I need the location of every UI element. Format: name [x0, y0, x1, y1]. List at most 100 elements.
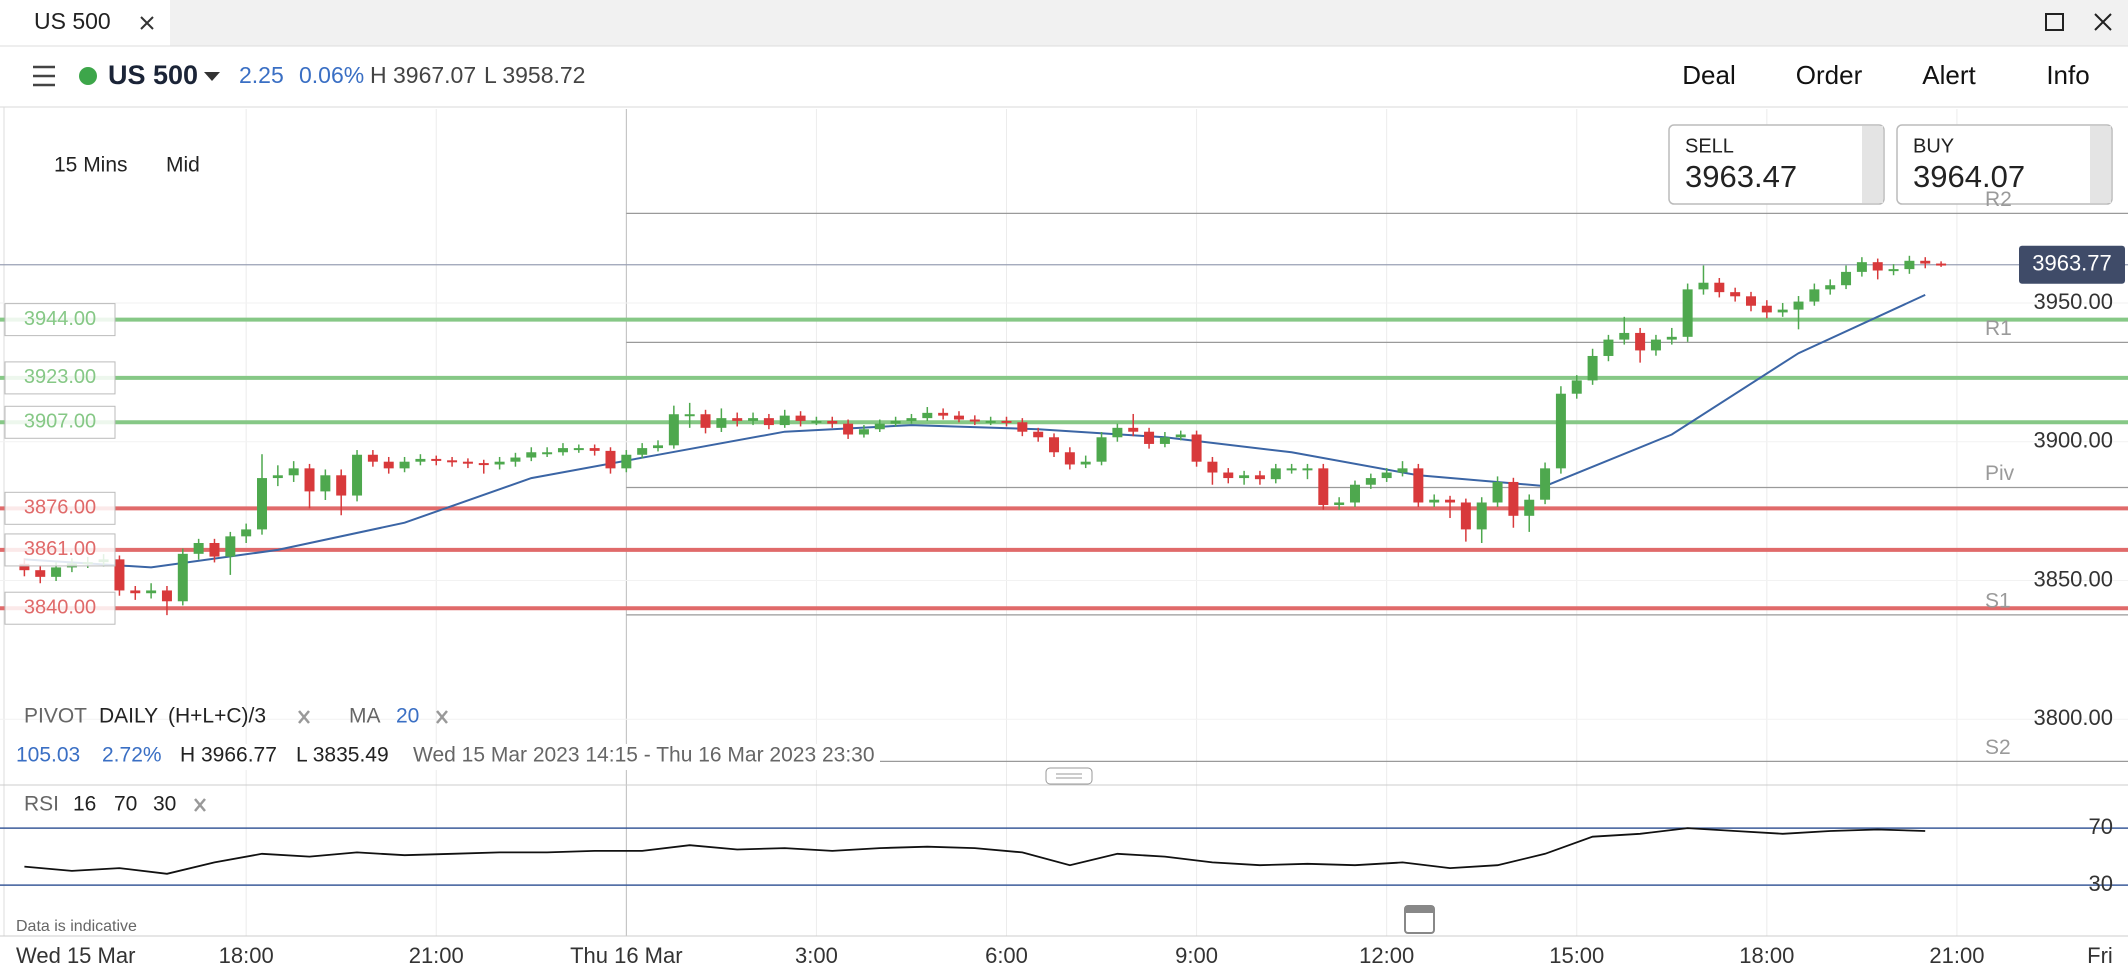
candle-body [748, 418, 759, 421]
level-label: 3861.00 [24, 538, 96, 560]
candle-body [542, 452, 553, 455]
pivot-range: Wed 15 Mar 2023 14:15 - Thu 16 Mar 2023 … [413, 744, 875, 767]
tab-bar [0, 0, 2128, 46]
remove-indicator[interactable] [436, 710, 448, 724]
level-label: 3923.00 [24, 366, 96, 388]
candle-body [19, 563, 30, 571]
candle-body [874, 423, 885, 430]
price-type[interactable]: Mid [166, 154, 200, 177]
candle-body [462, 461, 473, 464]
remove-indicator[interactable] [298, 710, 310, 724]
disclaimer: Data is indicative [16, 918, 137, 935]
rsi-legend: 16 [73, 793, 96, 816]
candle-body [1761, 305, 1772, 313]
candle-body [1033, 431, 1044, 438]
pivot-label: S1 [1985, 589, 2011, 612]
sell-label: SELL [1685, 135, 1734, 157]
pivot-label: R1 [1985, 317, 2012, 340]
candle-body [890, 420, 901, 424]
candle-body [1635, 332, 1646, 351]
y-tick-label: 3800.00 [2033, 705, 2113, 730]
candle-body [1128, 427, 1139, 432]
menu-item[interactable]: Deal [1682, 60, 1735, 90]
candle-body [985, 420, 996, 423]
pivot-label: R2 [1985, 188, 2012, 211]
tab-title: US 500 [34, 8, 111, 34]
resize-handle[interactable] [1045, 767, 1093, 785]
candle-body [336, 475, 347, 496]
candle-body [1777, 309, 1788, 313]
remove-indicator[interactable] [194, 798, 206, 812]
last-price-label: 3963.77 [2032, 251, 2112, 276]
candle-body [1397, 468, 1408, 473]
candle-body [1254, 475, 1265, 480]
candle-body [637, 448, 648, 455]
candle-body [1429, 499, 1440, 503]
level-label: 3840.00 [24, 596, 96, 618]
maximize[interactable] [2045, 13, 2064, 31]
pivot-stat: L 3835.49 [296, 744, 389, 767]
candle-body [1445, 499, 1456, 503]
menu-item[interactable]: Info [2046, 60, 2089, 90]
candle-body [304, 468, 315, 492]
candle-body [478, 463, 489, 466]
candle-body [653, 445, 664, 449]
candle-body [1239, 475, 1250, 479]
menu-item[interactable]: Order [1796, 60, 1863, 90]
x-tick-label: 3:00 [795, 943, 838, 968]
candle-body [1334, 502, 1345, 505]
candle-body [494, 461, 505, 465]
candle-body [1223, 472, 1234, 479]
y-tick-label: 3850.00 [2033, 566, 2113, 591]
candle-body [1191, 434, 1202, 462]
candle-body [684, 414, 695, 417]
candle-body [1270, 468, 1281, 480]
candle-body [257, 478, 268, 530]
candle-body [35, 570, 46, 577]
candle-body [589, 448, 600, 451]
ma-legend: MA [349, 705, 381, 728]
y-tick-label: 3950.00 [2033, 289, 2113, 314]
candle-body [209, 543, 220, 557]
rsi-line [24, 827, 1926, 875]
change: 2.25 [239, 62, 284, 88]
candle-body [431, 458, 442, 461]
level-box [4, 303, 116, 337]
candle-body [1365, 478, 1376, 485]
buy-side [2090, 126, 2111, 203]
candle-body [1144, 431, 1155, 444]
tab-close[interactable] [140, 16, 154, 30]
candle-body [573, 448, 584, 451]
candle-body [1159, 437, 1170, 444]
sell-button[interactable] [1668, 124, 1885, 205]
calendar-button[interactable] [1404, 905, 1435, 934]
candle-body [732, 418, 743, 421]
instrument-caret[interactable] [204, 72, 220, 81]
candle-body [1476, 502, 1487, 530]
candle-body [1381, 472, 1392, 479]
candle-body [399, 461, 410, 469]
menu-button[interactable] [33, 65, 55, 87]
candle-body [1175, 434, 1186, 438]
candle-body [1349, 484, 1360, 503]
buy-button[interactable] [1896, 124, 2113, 205]
candle-body [383, 461, 394, 469]
candle-body [225, 536, 236, 557]
candle-body [605, 450, 616, 469]
tab[interactable] [0, 0, 170, 46]
menu-item[interactable]: Alert [1922, 60, 1976, 90]
x-tick-label: 12:00 [1359, 943, 1414, 968]
candle-body [447, 460, 458, 463]
candle-body [288, 468, 299, 476]
close-window[interactable] [2094, 13, 2112, 31]
sell-side [1862, 126, 1883, 203]
candle-body [953, 415, 964, 420]
candle-body [1825, 285, 1836, 290]
sell-price: 3963.47 [1685, 159, 1797, 194]
instrument[interactable]: US 500 [108, 60, 198, 90]
candle-body [1904, 260, 1915, 270]
pivot-label: Piv [1985, 462, 2015, 485]
candle-body [557, 448, 568, 453]
interval[interactable]: 15 Mins [54, 154, 128, 177]
